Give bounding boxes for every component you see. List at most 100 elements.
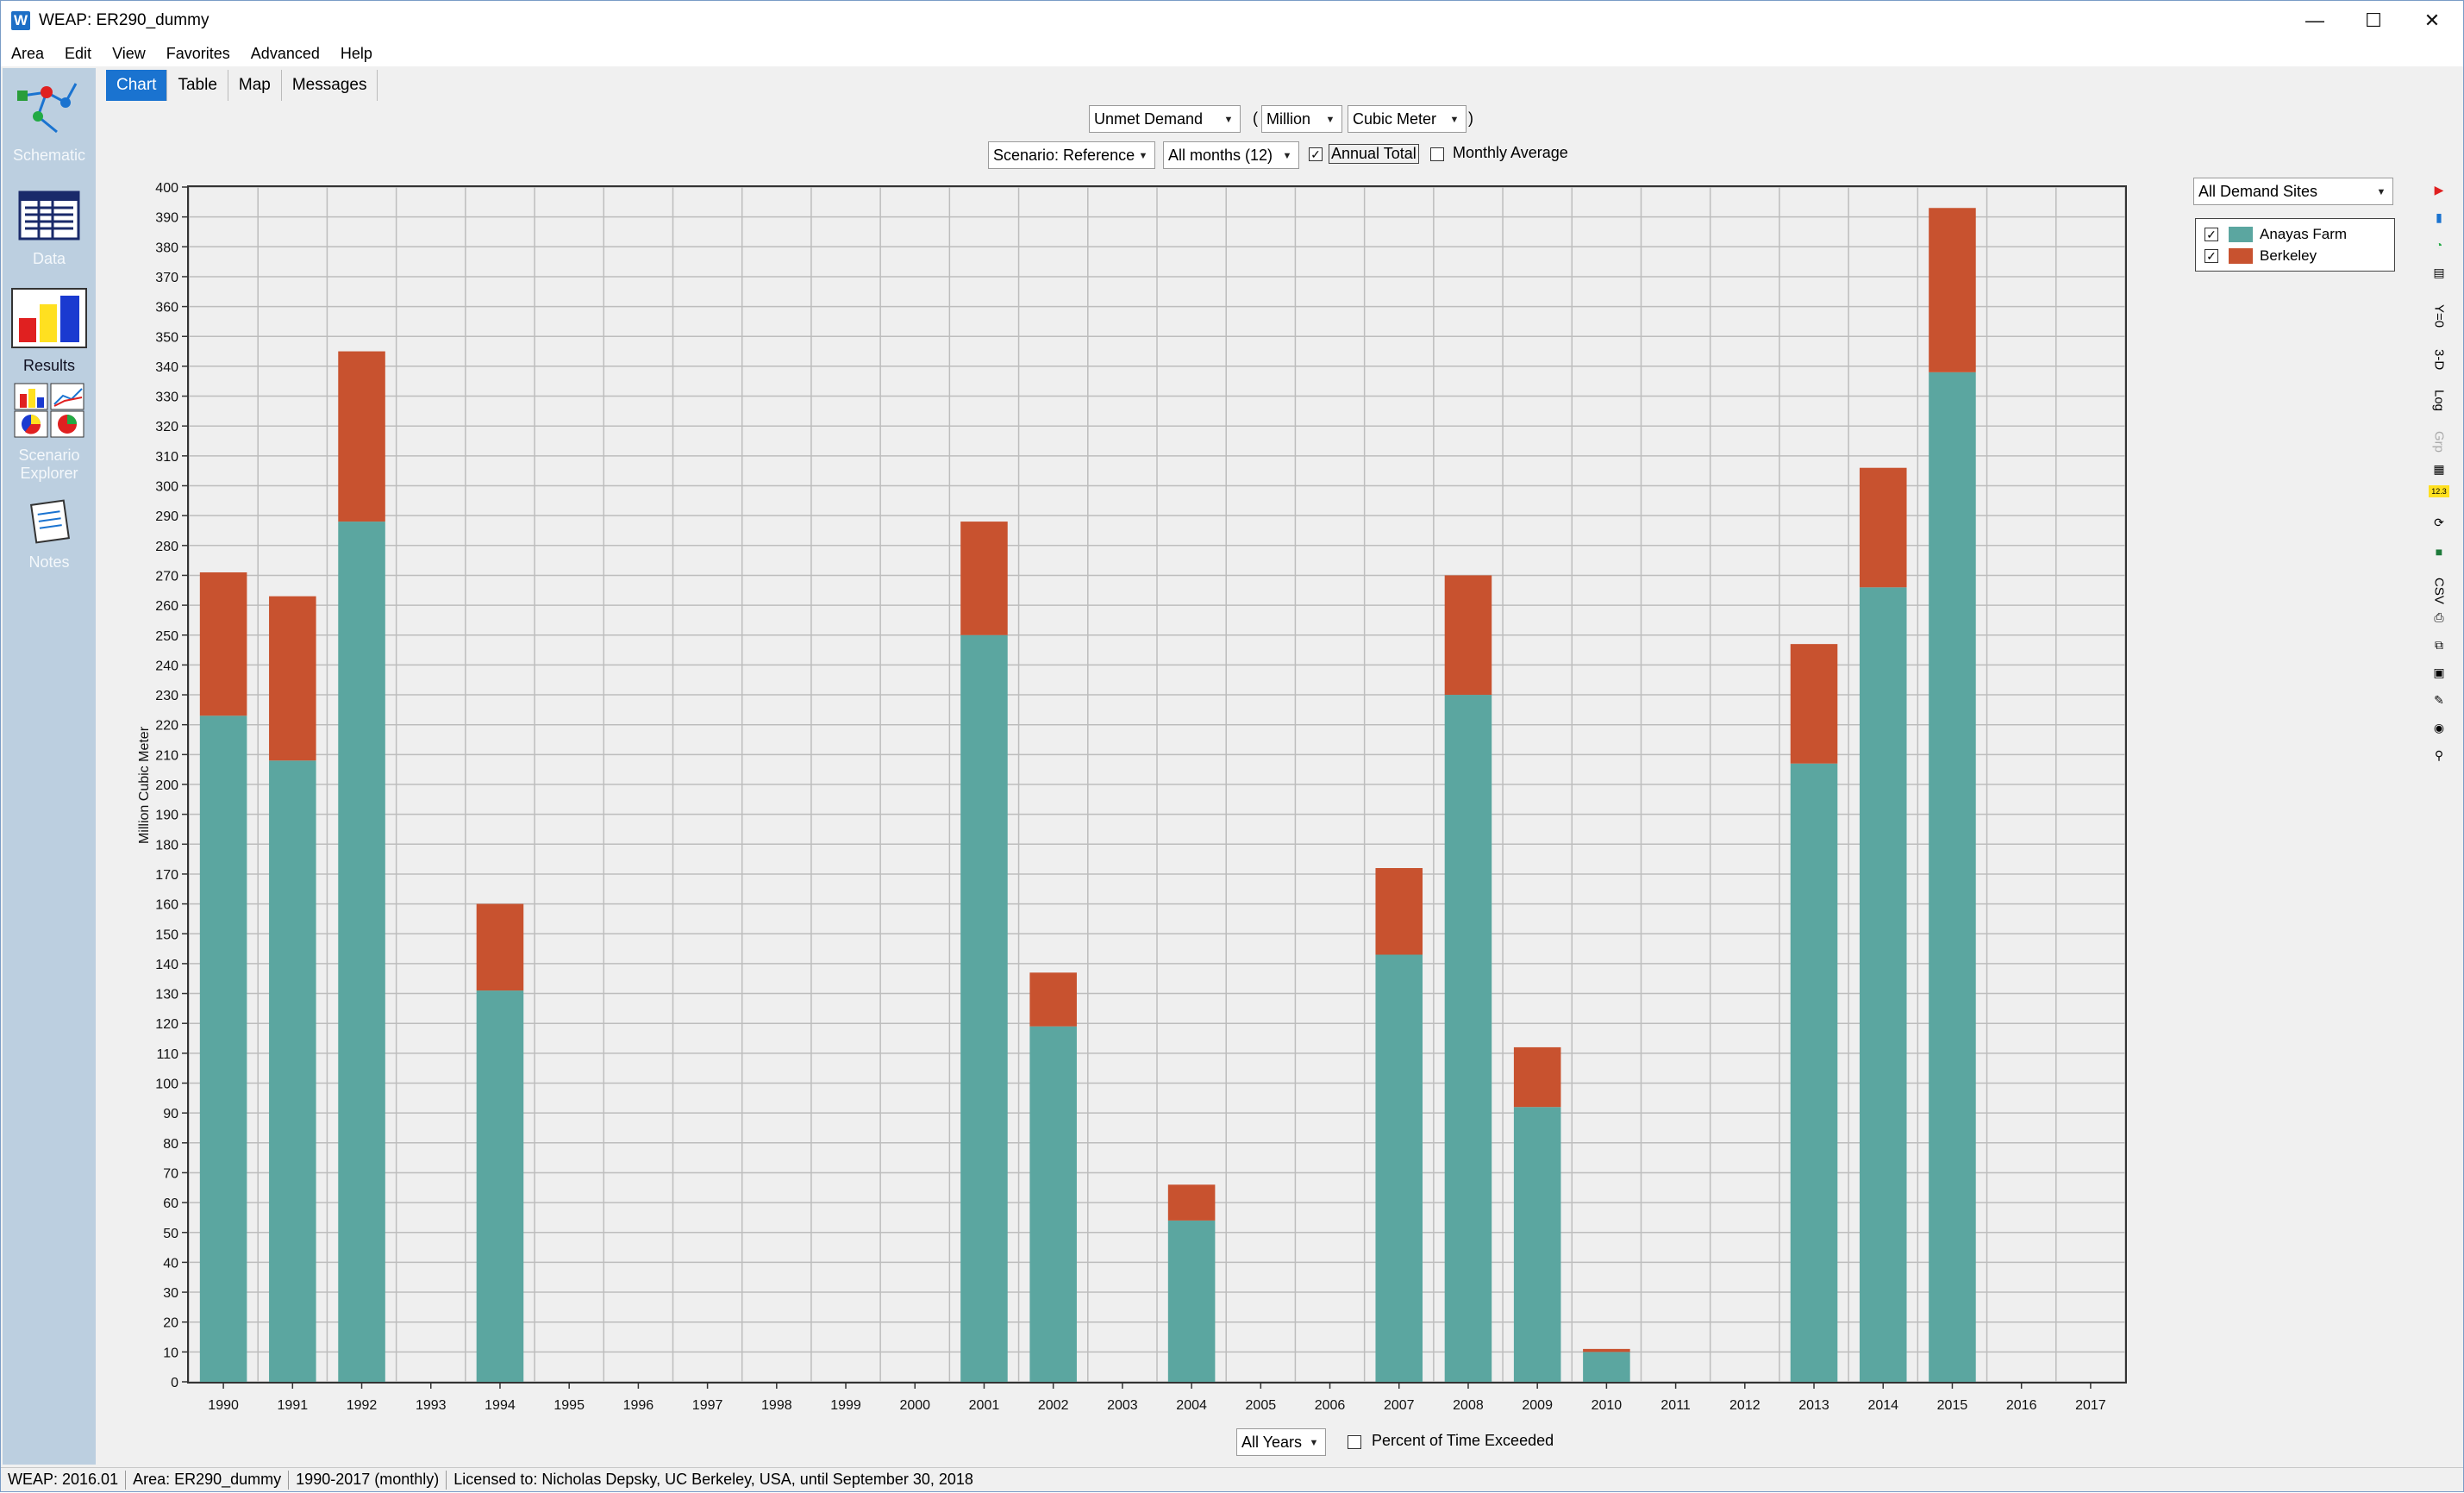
gridlines-icon[interactable]: ▦ [2433, 461, 2445, 476]
chart-toolbar: ▶ ▮ ◔ ▤ Y=0 3-D Log Grp ▦ 12.3 ⟳ ■ CSV ⎙ ⧉ ▣ ✎ ◉ ⚲ [2422, 170, 2456, 790]
percent-exceeded-checkbox[interactable] [1348, 1435, 1361, 1449]
scenario-dropdown-value: Scenario: Reference [993, 146, 1135, 164]
menu-edit[interactable]: Edit [65, 44, 92, 62]
monthly-average-checkbox[interactable] [1430, 147, 1444, 161]
sync-icon[interactable]: ⟳ [2434, 515, 2444, 529]
tab-messages[interactable]: Messages [282, 70, 378, 101]
x-tick-label: 2008 [1453, 1398, 1484, 1413]
key-icon[interactable]: ⚲ [2434, 747, 2444, 762]
x-tick-label: 1998 [761, 1398, 792, 1413]
chevron-down-icon: ▼ [2376, 187, 2386, 197]
y-tick-label: 310 [155, 450, 178, 465]
scenario-dropdown[interactable]: Scenario: Reference ▼ [988, 141, 1155, 169]
print-icon[interactable]: ⎙ [2434, 609, 2444, 624]
unit-paren-close: ) [1468, 109, 1473, 127]
y-axis-label: Million Cubic Meter [137, 726, 152, 844]
legend-checkbox-anayas-farm[interactable]: ✓ [2204, 228, 2218, 241]
maximize-button[interactable]: ☐ [2365, 9, 2382, 31]
status-version: WEAP: 2016.01 [1, 1470, 127, 1490]
notes-icon[interactable]: ✎ [2434, 692, 2444, 707]
y-tick-label: 210 [155, 748, 178, 763]
sidebar-label-scenario-explorer: Scenario Explorer [18, 447, 80, 482]
y-zero-icon[interactable]: Y=0 [2431, 304, 2447, 328]
csv-icon[interactable]: CSV [2431, 577, 2447, 604]
sidebar-item-notes[interactable]: Notes [3, 497, 96, 572]
x-tick-label: 2015 [1937, 1398, 1968, 1413]
bar-anayas-farm-2008 [1444, 695, 1492, 1382]
unit-dropdown[interactable]: Cubic Meter ▼ [1348, 105, 1467, 133]
legend-item-anayas-farm[interactable]: ✓ Anayas Farm [2204, 224, 2347, 245]
pie-chart-icon[interactable]: ◔ [2435, 238, 2443, 252]
status-license: Licensed to: Nicholas Depsky, UC Berkele… [453, 1471, 973, 1488]
results-tabs: Chart Table Map Messages [106, 70, 378, 101]
x-tick-label: 2003 [1107, 1398, 1138, 1413]
y-tick-label: 390 [155, 211, 178, 226]
chart-plot-area [187, 185, 2127, 1384]
y-tick-label: 270 [155, 569, 178, 584]
bar-berkeley-2007 [1375, 868, 1423, 955]
demand-sites-dropdown[interactable]: All Demand Sites ▼ [2193, 178, 2393, 205]
scale-dropdown[interactable]: Million ▼ [1261, 105, 1342, 133]
bar-anayas-farm-1991 [269, 760, 316, 1382]
sidebar-item-results[interactable]: Results [3, 287, 96, 375]
sidebar-item-scenario-explorer[interactable]: Scenario Explorer [3, 382, 96, 483]
camera-icon[interactable]: ◉ [2433, 720, 2445, 734]
x-tick-label: 1992 [347, 1398, 378, 1413]
chevron-down-icon: ▼ [1282, 151, 1292, 161]
copy-icon[interactable]: ⧉ [2435, 637, 2443, 652]
log-icon[interactable]: Log [2431, 390, 2447, 412]
number-format-icon[interactable]: 12.3 [2429, 485, 2449, 497]
menu-view[interactable]: View [112, 44, 146, 62]
sidebar-item-schematic[interactable]: Schematic [3, 78, 96, 165]
bar-berkeley-2015 [1929, 208, 1976, 372]
y-tick-label: 60 [163, 1196, 178, 1211]
bar-anayas-farm-2014 [1859, 587, 1907, 1382]
variable-dropdown[interactable]: Unmet Demand ▼ [1089, 105, 1241, 133]
legend-swatch-anayas-farm [2229, 227, 2253, 242]
chart-legend: ✓ Anayas Farm ✓ Berkeley [2195, 218, 2395, 272]
save-icon[interactable]: ▣ [2433, 665, 2445, 679]
legend-item-berkeley[interactable]: ✓ Berkeley [2204, 246, 2317, 266]
menu-bar: Area Edit View Favorites Advanced Help [1, 41, 2463, 66]
menu-favorites[interactable]: Favorites [166, 44, 230, 62]
y-tick-label: 100 [155, 1078, 178, 1092]
menu-help[interactable]: Help [340, 44, 372, 62]
years-dropdown[interactable]: All Years ▼ [1236, 1428, 1326, 1456]
menu-area[interactable]: Area [11, 44, 45, 62]
3d-icon[interactable]: 3-D [2431, 348, 2447, 371]
bar-anayas-farm-2007 [1375, 954, 1423, 1382]
tab-table[interactable]: Table [167, 70, 228, 101]
x-tick-label: 2006 [1315, 1398, 1346, 1413]
chart-type-icon[interactable]: ▶ [2434, 182, 2444, 197]
bar-chart-icon[interactable]: ▮ [2436, 209, 2442, 224]
pattern-icon[interactable]: ▤ [2433, 265, 2445, 279]
x-tick-label: 1994 [485, 1398, 516, 1413]
y-tick-label: 90 [163, 1107, 178, 1121]
y-tick-label: 240 [155, 659, 178, 673]
legend-swatch-berkeley [2229, 248, 2253, 264]
legend-checkbox-berkeley[interactable]: ✓ [2204, 249, 2218, 263]
x-tick-label: 1995 [553, 1398, 585, 1413]
x-tick-label: 1993 [416, 1398, 447, 1413]
annual-total-checkbox[interactable]: ✓ [1309, 147, 1323, 161]
months-dropdown[interactable]: All months (12) ▼ [1163, 141, 1299, 169]
tab-map[interactable]: Map [228, 70, 282, 101]
tab-chart[interactable]: Chart [106, 70, 168, 101]
months-dropdown-value: All months (12) [1168, 146, 1273, 164]
minimize-button[interactable]: — [2305, 9, 2324, 31]
menu-advanced[interactable]: Advanced [250, 44, 320, 62]
group-icon[interactable]: Grp [2431, 431, 2447, 453]
demand-sites-dropdown-value: All Demand Sites [2198, 182, 2318, 200]
excel-icon[interactable]: ■ [2435, 545, 2443, 559]
x-tick-label: 2017 [2075, 1398, 2106, 1413]
sidebar-item-data[interactable]: Data [3, 189, 96, 268]
y-tick-label: 40 [163, 1256, 178, 1271]
close-button[interactable]: ✕ [2423, 9, 2441, 31]
monthly-average-label: Monthly Average [1453, 144, 1568, 161]
x-tick-label: 2011 [1660, 1398, 1691, 1413]
bar-anayas-farm-2009 [1513, 1107, 1561, 1382]
x-tick-label: 2000 [899, 1398, 930, 1413]
bar-anayas-farm-2013 [1790, 763, 1838, 1382]
y-tick-label: 220 [155, 719, 178, 734]
data-icon [18, 191, 80, 241]
